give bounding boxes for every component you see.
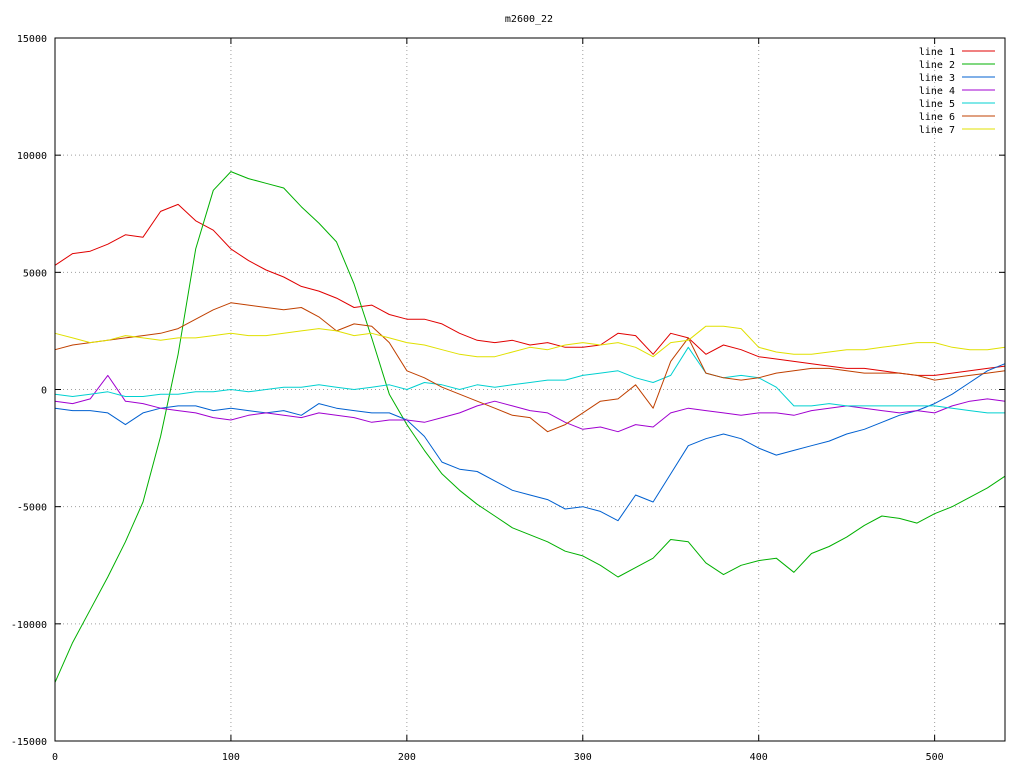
y-tick-label: 10000 <box>17 151 47 162</box>
series-line-1 <box>54 203 1006 376</box>
series-line-4 <box>54 374 1006 433</box>
x-tick-label: 400 <box>750 752 768 763</box>
series-line-7 <box>54 325 1006 358</box>
y-tick-label: 15000 <box>17 34 47 45</box>
series-line-5 <box>54 346 1005 414</box>
x-tick-label: 100 <box>222 752 240 763</box>
legend-label: line 1 <box>919 47 955 58</box>
x-tick-label: 200 <box>398 752 416 763</box>
x-tick-label: 0 <box>52 752 58 763</box>
y-tick-label: 0 <box>41 386 47 397</box>
legend-label: line 7 <box>919 125 955 136</box>
legend-label: line 6 <box>919 112 955 123</box>
x-tick-label: 300 <box>574 752 592 763</box>
legend-label: line 5 <box>919 99 955 110</box>
y-tick-label: -15000 <box>11 737 47 748</box>
x-tick-label: 500 <box>926 752 944 763</box>
legend-label: line 3 <box>919 73 955 84</box>
grid-lines <box>55 38 1005 741</box>
series-line-3 <box>54 363 1006 522</box>
axis-ticks: 0 100 200 300 400 500 -15000 -10000 -5000 0 5000 10… <box>11 34 1005 763</box>
chart-title: m2600_22 <box>505 14 553 25</box>
plot-frame <box>54 37 1006 742</box>
series-line-2 <box>54 171 1006 683</box>
y-tick-label: 5000 <box>23 268 47 279</box>
series-line-6 <box>54 302 1006 433</box>
data-series <box>54 171 1006 683</box>
legend-label: line 4 <box>919 86 955 97</box>
legend: line 1 line 2 line 3 line 4 line 5 line 6 line… <box>919 47 995 136</box>
legend-label: line 2 <box>919 60 955 71</box>
y-tick-label: -10000 <box>11 620 47 631</box>
y-tick-label: -5000 <box>17 503 47 514</box>
